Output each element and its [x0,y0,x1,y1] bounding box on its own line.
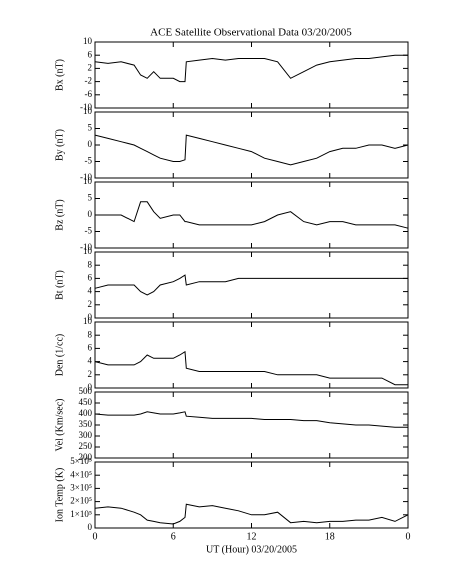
chart-title: ACE Satellite Observational Data 03/20/2… [150,27,352,39]
y-tick-label: 10 [83,316,93,326]
y-tick-label: 5×10⁵ [70,456,92,466]
y-tick-label: -10 [80,102,92,112]
panel-frame [94,461,409,529]
y-tick-label: 0 [88,139,93,149]
y-tick-label: 2 [88,62,93,72]
y-tick-label: 200 [79,452,93,462]
x-axis-label: UT (Hour) 03/20/2005 [206,544,297,555]
y-tick-label: 4 [88,286,93,296]
y-tick-label: 2 [88,299,93,309]
y-tick-label: -2 [85,76,93,86]
y-tick-label: 4×10⁵ [70,469,92,479]
x-tick-label: 0 [93,531,98,542]
y-axis-label: Bt (nT) [54,270,65,300]
y-tick-label: 0 [88,522,93,532]
y-tick-label: 450 [79,397,93,407]
data-line [95,201,409,229]
y-tick-label: 3×10⁵ [70,482,92,492]
data-line [94,274,408,296]
y-tick-label: 10 [83,106,93,116]
y-tick-label: -10 [80,242,92,252]
y-tick-label: -6 [85,89,93,99]
y-tick-label: 350 [79,419,93,429]
y-tick-label: 10 [83,36,93,46]
y-tick-label: 10 [83,246,93,256]
y-tick-label: 250 [79,441,93,451]
x-tick-label: 0 [406,531,411,542]
y-tick-label: 400 [79,408,93,418]
y-tick-label: 4 [88,356,93,366]
y-tick-label: -10 [80,172,92,182]
y-tick-label: 5 [88,193,93,203]
panel-frame [94,41,409,109]
y-tick-label: 5 [88,123,93,133]
y-tick-label: -5 [85,226,93,236]
data-line [94,54,408,83]
panel-frame [94,181,409,249]
y-tick-label: 1×10⁵ [70,509,92,519]
y-tick-label: 6 [88,49,93,59]
panel-frame [94,251,409,319]
data-line [94,503,409,525]
y-tick-label: 6 [88,272,93,282]
y-tick-label: 2 [88,369,93,379]
y-axis-label: Vel (Km/sec) [54,398,65,451]
data-line [94,350,408,386]
y-axis-label: Bx (nT) [54,59,65,91]
y-tick-label: 10 [83,176,93,186]
y-tick-label: 500 [79,386,93,396]
x-tick-label: 18 [325,531,335,542]
y-axis-label: By (nT) [54,129,65,161]
y-tick-label: 0 [88,382,93,392]
y-tick-label: 8 [88,329,93,339]
y-tick-label: 2×10⁵ [70,496,92,506]
y-tick-label: 0 [88,312,93,322]
y-tick-label: -5 [85,156,93,166]
x-tick-label: 12 [247,531,257,542]
data-line [94,411,408,428]
data-line [94,134,409,166]
x-tick-label: 6 [171,531,176,542]
y-tick-label: 300 [79,430,93,440]
y-tick-label: 8 [88,259,93,269]
y-axis-label: Bz (nT) [54,199,65,230]
y-axis-label: Ion Temp (K) [54,468,65,523]
y-tick-label: 0 [88,209,93,219]
panel-frame [94,111,409,179]
y-tick-label: 6 [88,342,93,352]
y-axis-label: Den (1/cc) [54,334,65,376]
